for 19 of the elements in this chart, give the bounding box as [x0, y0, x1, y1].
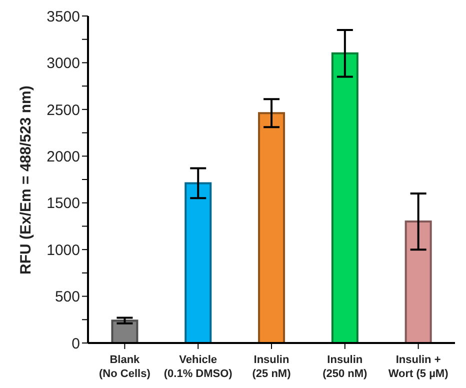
bar [111, 320, 138, 343]
y-tick-label: 1000 [46, 242, 80, 259]
y-tick-label: 500 [54, 288, 80, 306]
y-axis-title: RFU (Ex/Em = 488/523 nm) [17, 86, 34, 274]
x-tick-label: Insulin (250 nM) [322, 354, 368, 380]
y-tick-label: 2500 [46, 102, 80, 119]
x-tick-label: Insulin (25 nM) [252, 354, 292, 380]
x-tick-label: Insulin + Wort (5 µM) [388, 354, 449, 380]
bar [184, 182, 212, 343]
y-tick-label: 0 [72, 335, 80, 352]
y-tick-label: 3000 [46, 55, 80, 72]
y-tick-label: 3500 [46, 8, 80, 26]
x-tick-label: Blank (No Cells) [99, 354, 151, 380]
y-tick-label: 1500 [46, 195, 80, 212]
bar [404, 220, 432, 343]
bar [331, 52, 358, 343]
x-tick-label: Vehicle (0.1% DMSO) [164, 354, 233, 380]
bar [258, 112, 286, 343]
y-tick-label: 2000 [46, 148, 80, 166]
